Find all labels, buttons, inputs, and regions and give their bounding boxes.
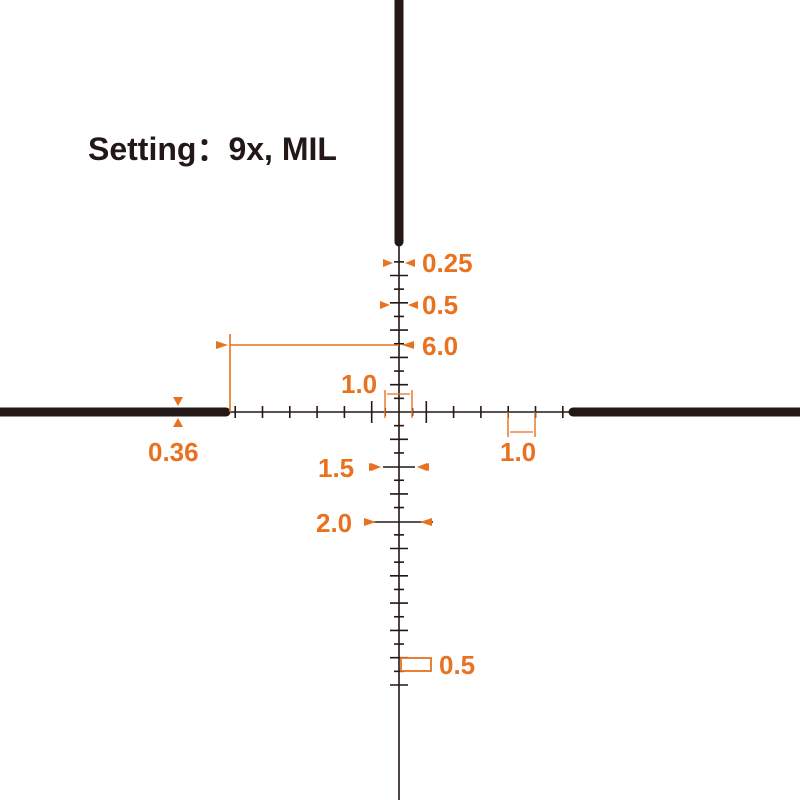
- dim-036-arrow-bottom: [173, 418, 183, 427]
- dim-15-arrow-right2: [417, 463, 429, 471]
- setting-title: Setting：9x, MIL: [88, 131, 337, 167]
- dim-05-arrow-left: [380, 301, 390, 309]
- label-hold-15: 1.5: [318, 453, 355, 483]
- label-025: 0.25: [422, 248, 473, 278]
- dim-6-arrow-right: [402, 341, 414, 349]
- dim-15-arrow-left2: [369, 463, 381, 471]
- label-bottom-05: 0.5: [439, 650, 476, 680]
- label-hold-20: 2.0: [316, 508, 353, 538]
- label-post-thickness: 0.36: [148, 437, 199, 467]
- dim-025-arrow-left: [383, 259, 393, 267]
- dim-20-arrow-left: [364, 518, 376, 526]
- label-05-top: 0.5: [422, 290, 459, 320]
- dim-05-arrow-right: [408, 301, 418, 309]
- dim-036-arrow-top: [173, 397, 183, 406]
- label-center-1: 1.0: [341, 369, 378, 399]
- dim-6-arrow-left: [216, 341, 228, 349]
- label-right-1: 1.0: [500, 437, 537, 467]
- dim-20-arrow-right: [420, 518, 432, 526]
- dim-bottom-05-box: [400, 657, 432, 672]
- label-post-gap: 6.0: [422, 331, 459, 361]
- dim-025-arrow-right: [405, 259, 415, 267]
